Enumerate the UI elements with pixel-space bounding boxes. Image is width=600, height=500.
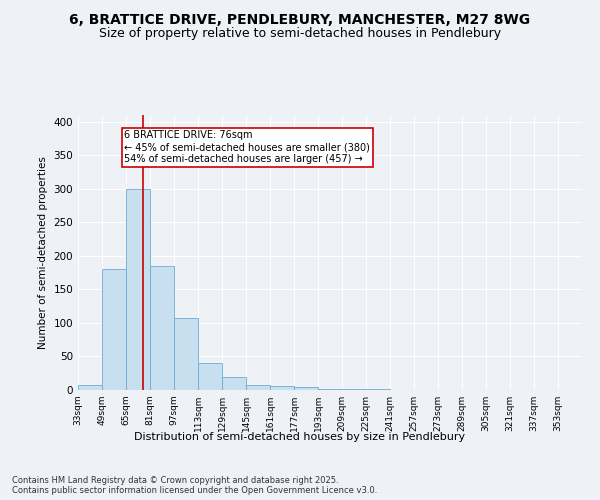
Text: Contains HM Land Registry data © Crown copyright and database right 2025.
Contai: Contains HM Land Registry data © Crown c… bbox=[12, 476, 377, 495]
Bar bbox=[198, 363, 222, 390]
Bar bbox=[150, 266, 174, 390]
Bar bbox=[222, 376, 246, 390]
Y-axis label: Number of semi-detached properties: Number of semi-detached properties bbox=[38, 156, 48, 349]
Bar bbox=[78, 384, 102, 390]
Bar bbox=[102, 270, 126, 390]
Text: Size of property relative to semi-detached houses in Pendlebury: Size of property relative to semi-detach… bbox=[99, 28, 501, 40]
Text: 6, BRATTICE DRIVE, PENDLEBURY, MANCHESTER, M27 8WG: 6, BRATTICE DRIVE, PENDLEBURY, MANCHESTE… bbox=[70, 12, 530, 26]
Text: Distribution of semi-detached houses by size in Pendlebury: Distribution of semi-detached houses by … bbox=[134, 432, 466, 442]
Bar bbox=[174, 318, 198, 390]
Bar bbox=[294, 388, 318, 390]
Bar bbox=[270, 386, 294, 390]
Text: 6 BRATTICE DRIVE: 76sqm
← 45% of semi-detached houses are smaller (380)
54% of s: 6 BRATTICE DRIVE: 76sqm ← 45% of semi-de… bbox=[125, 130, 370, 164]
Bar bbox=[318, 388, 342, 390]
Bar bbox=[246, 384, 270, 390]
Bar bbox=[126, 189, 150, 390]
